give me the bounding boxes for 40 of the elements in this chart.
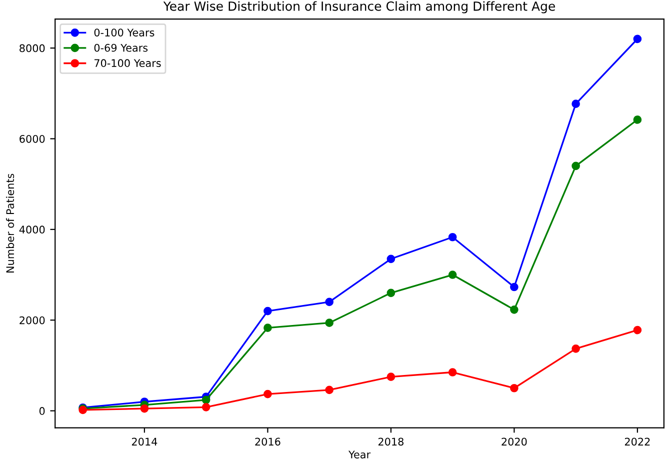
point	[325, 318, 334, 327]
y-tick-label: 6000	[20, 134, 45, 143]
chart-title: Year Wise Distribution of Insurance Claim among Different Age	[163, 1, 556, 14]
point	[202, 403, 210, 412]
x-tick-label: 2018	[378, 438, 404, 446]
x-tick-label: 2020	[502, 438, 527, 446]
y-axis-title: Number of Patients	[6, 174, 14, 272]
x-tick-label: 2022	[624, 438, 650, 446]
point	[386, 254, 396, 264]
point	[572, 100, 580, 108]
point	[448, 270, 457, 279]
point	[510, 282, 518, 292]
y-tick-label: 4000	[19, 226, 45, 234]
point	[572, 344, 580, 353]
point	[448, 368, 457, 376]
point	[448, 232, 457, 242]
legend-label: 0-69 Years	[94, 44, 148, 52]
point	[140, 404, 149, 413]
y-tick-label: 2000	[20, 316, 45, 324]
point	[386, 288, 396, 298]
y-tick-label: 0	[39, 407, 45, 415]
point	[633, 34, 642, 44]
point	[325, 386, 334, 394]
point	[510, 384, 518, 392]
legend-label: 70-100 Years	[94, 59, 161, 68]
y-tick-label: 8000	[20, 44, 45, 52]
point	[264, 324, 272, 332]
point	[386, 372, 396, 381]
x-axis-title: Year	[348, 450, 371, 458]
point	[633, 326, 642, 334]
point	[325, 298, 334, 306]
x-tick-label: 2014	[132, 438, 158, 446]
x-tick-label: 2016	[255, 438, 280, 446]
legend-label: 0-100 Years	[94, 28, 154, 36]
point	[264, 306, 272, 316]
point	[572, 162, 580, 170]
point	[264, 390, 272, 398]
point	[202, 396, 210, 404]
point	[633, 116, 642, 124]
point	[510, 306, 518, 314]
